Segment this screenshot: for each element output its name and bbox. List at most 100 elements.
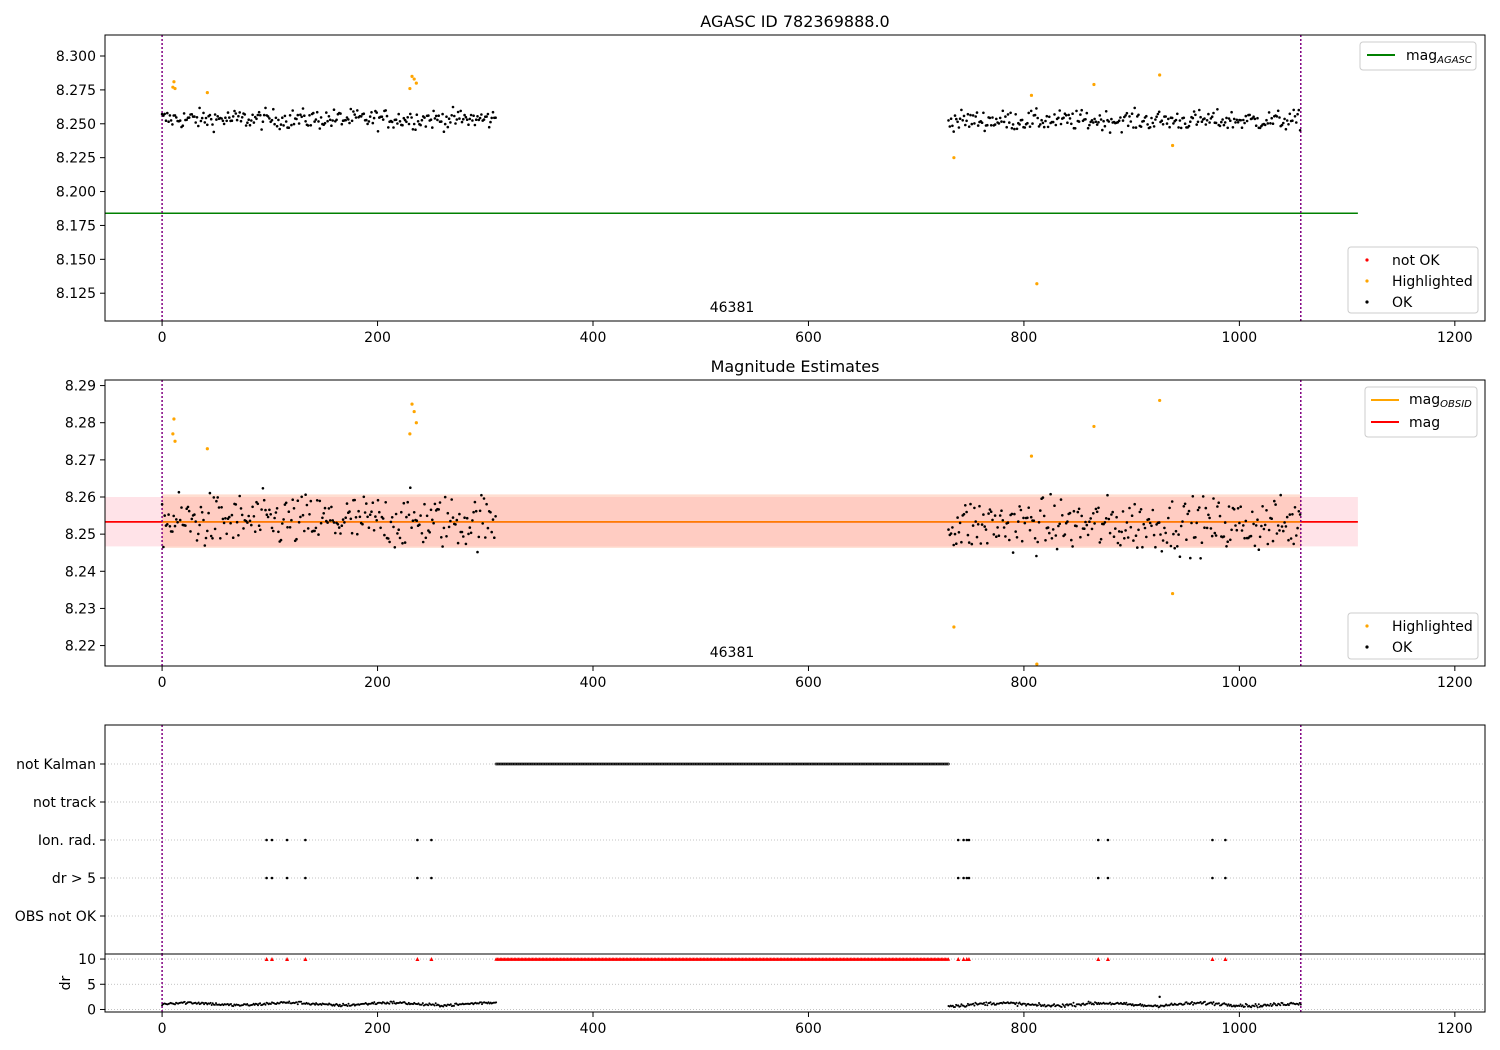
dr-point [1287,1004,1290,1007]
data-point-ok [315,499,319,502]
data-point-ok [388,540,391,544]
data-point-ok [215,499,218,503]
data-point-ok [262,113,266,117]
data-point-ok [389,520,393,524]
data-point-ok [193,513,196,516]
data-point-ok [480,113,483,116]
data-point-ok [197,124,200,128]
data-point-ok [295,117,298,121]
flag-point-ion-rad [285,838,289,842]
data-point-ok [336,523,340,526]
flag-point-not-kalman [571,762,575,766]
flag-point-not-kalman [598,762,602,766]
data-point-ok [203,544,207,547]
data-point-ok [1270,517,1273,520]
dr-point [264,1003,267,1006]
data-point-ok [1169,544,1173,548]
y-tick-label: 8.25 [65,527,96,543]
data-point-ok [458,512,461,516]
data-point-ok [1212,111,1215,115]
data-point-ok [416,120,420,123]
data-point-ok [370,510,373,513]
flag-point-not-kalman [797,762,801,766]
data-point-ok [283,503,287,506]
data-point-ok [1045,114,1049,118]
flag-point-not-kalman [578,762,582,766]
data-point-ok [206,123,209,127]
dr-point [183,1000,186,1003]
data-point-ok [256,113,260,117]
data-point-ok [291,109,295,112]
flag-point-not-kalman [728,762,732,766]
data-point-ok [467,532,470,536]
data-point-ok [198,523,201,527]
data-point-highlighted [410,402,414,406]
data-point-ok [251,505,254,509]
data-point-ok [176,521,179,524]
data-point-ok [1083,527,1086,530]
data-point-ok [467,123,470,126]
data-point-ok [1203,117,1206,120]
data-point-ok [1172,122,1175,125]
data-point-ok [1077,120,1081,123]
legend-highlighted: Highlighted [1392,619,1473,635]
data-point-ok [299,515,302,519]
flag-point-not-kalman [750,762,754,766]
data-point-ok [1130,112,1134,115]
flag-point-not-kalman [617,762,621,766]
data-point-ok [407,513,411,517]
flag-point-not-kalman [725,762,729,766]
flag-point-not-kalman [934,762,938,766]
dr-capped-marker [946,957,951,961]
data-point-ok [455,118,459,121]
data-point-ok [378,510,381,514]
data-point-highlighted [414,81,418,85]
data-point-ok [1167,516,1170,520]
flag-point-not-kalman [587,762,590,766]
x-tick-label: 200 [364,675,391,691]
data-point-ok [341,518,345,521]
flag-point-not-kalman [931,762,935,766]
data-point-ok [966,112,970,116]
data-point-ok [230,119,234,122]
flag-point-not-kalman [673,762,677,766]
data-point-ok [1108,131,1112,134]
flag-point-not-kalman [727,762,730,766]
data-point-ok [1280,525,1284,528]
data-point-ok [356,532,359,536]
flag-point-not-kalman [732,762,736,766]
x-tick-label: 1000 [1222,1021,1258,1037]
flag-point-ion-rad [967,838,971,842]
data-point-ok [375,519,379,522]
data-point-ok [1274,503,1277,506]
data-point-ok [420,118,424,122]
data-point-ok [288,114,292,117]
data-point-ok [431,518,434,522]
data-point-ok [224,517,227,520]
flag-point-not-kalman [637,762,641,766]
data-point-ok [1053,113,1056,116]
data-point-ok [983,129,986,133]
data-point-ok [992,533,996,536]
flag-point-not-kalman [735,762,739,766]
data-point-ok [1198,506,1201,509]
data-point-ok [266,115,270,118]
flag-point-not-kalman [622,762,625,766]
data-point-ok [414,128,417,131]
flag-point-not-kalman [605,762,609,766]
dr-point [347,1002,350,1005]
data-point-ok [277,118,280,122]
data-point-ok [301,107,305,110]
flag-point-not-kalman [610,762,614,766]
data-point-ok [372,529,376,532]
flag-point-not-kalman [584,762,588,766]
data-point-ok [965,119,968,123]
data-point-highlighted [205,91,209,95]
flag-point-not-kalman [833,762,837,766]
flag-point-not-kalman [874,762,878,766]
data-point-ok [1218,514,1222,518]
flag-point-not-kalman [816,762,820,766]
flag-point-not-kalman [553,762,557,766]
flag-point-not-kalman [742,762,746,766]
data-point-ok [1278,116,1281,119]
